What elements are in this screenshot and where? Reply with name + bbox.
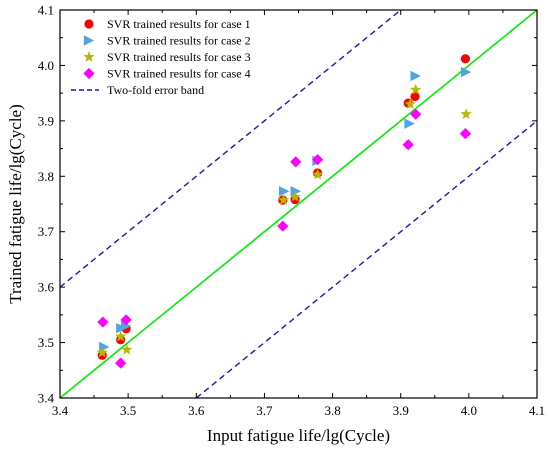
x-axis-title: Input fatigue life/lg(Cycle) (207, 426, 390, 445)
data-point-case3-9 (460, 108, 472, 120)
y-tick-label: 3.4 (38, 391, 55, 406)
legend-label-case4: SVR trained results for case 4 (107, 67, 251, 81)
x-tick-label: 3.4 (52, 403, 69, 418)
x-tick-label: 3.5 (120, 403, 136, 418)
data-point-case2-5 (290, 186, 301, 197)
data-point-case3-4 (277, 194, 290, 205)
data-point-case2-3 (120, 320, 132, 332)
x-tick-label: 3.8 (324, 403, 340, 418)
data-point-case2-4 (278, 186, 290, 197)
legend-marker-case2 (83, 35, 95, 46)
data-point-case3-5 (289, 190, 301, 202)
data-point-case3-1 (96, 346, 108, 358)
data-point-case3-2 (114, 330, 127, 342)
x-tick-label: 4.0 (461, 403, 477, 418)
error-band-lower (195, 120, 537, 398)
legend-label-case1: SVR trained results for case 1 (107, 17, 251, 31)
legend-label-case3: SVR trained results for case 3 (107, 50, 251, 64)
data-point-case4-7 (402, 139, 414, 151)
y-tick-label: 4.0 (38, 58, 54, 73)
legend-marker-case3 (83, 51, 95, 62)
data-point-case2-9 (460, 66, 472, 78)
y-tick-label: 3.7 (38, 224, 55, 239)
y-tick-label: 4.1 (38, 3, 54, 18)
y-axis-title: Trained fatigue life/lg(Cycle) (6, 104, 25, 304)
data-point-case3-8 (410, 83, 422, 95)
data-point-case4-2 (115, 357, 127, 369)
legend-label-case2: SVR trained results for case 2 (107, 34, 251, 48)
legend: SVR trained results for case 1 SVR traine… (71, 17, 251, 97)
data-point-case4-1 (97, 316, 109, 328)
y-tick-label: 3.6 (38, 280, 55, 295)
y-tick-label: 3.5 (38, 335, 54, 350)
y-tick-label: 3.8 (38, 169, 54, 184)
data-point-case4-9 (459, 128, 472, 140)
data-point-case2-7 (404, 118, 415, 129)
x-tick-label: 4.1 (529, 403, 545, 418)
error-band-upper (60, 10, 402, 288)
legend-marker-case4 (83, 67, 95, 80)
legend-marker-case1 (84, 19, 94, 29)
data-point-case4-4 (277, 220, 289, 232)
data-point-case1-9 (460, 54, 471, 64)
data-point-case4-8 (410, 108, 422, 120)
data-point-case3-3 (121, 343, 133, 355)
reference-line (60, 10, 537, 398)
x-tick-label: 3.6 (188, 403, 205, 418)
x-tick-label: 3.9 (393, 403, 409, 418)
data-point-case3-7 (404, 98, 416, 110)
data-point-case4-5 (290, 156, 302, 168)
data-point-case4-6 (311, 154, 324, 166)
data-point-case4-3 (120, 314, 132, 326)
data-point-case3-6 (311, 168, 324, 180)
data-point-case2-8 (410, 70, 421, 82)
y-tick-label: 3.9 (38, 113, 54, 128)
x-tick-label: 3.7 (256, 403, 273, 418)
legend-label-error-band: Two-fold error band (107, 83, 204, 97)
